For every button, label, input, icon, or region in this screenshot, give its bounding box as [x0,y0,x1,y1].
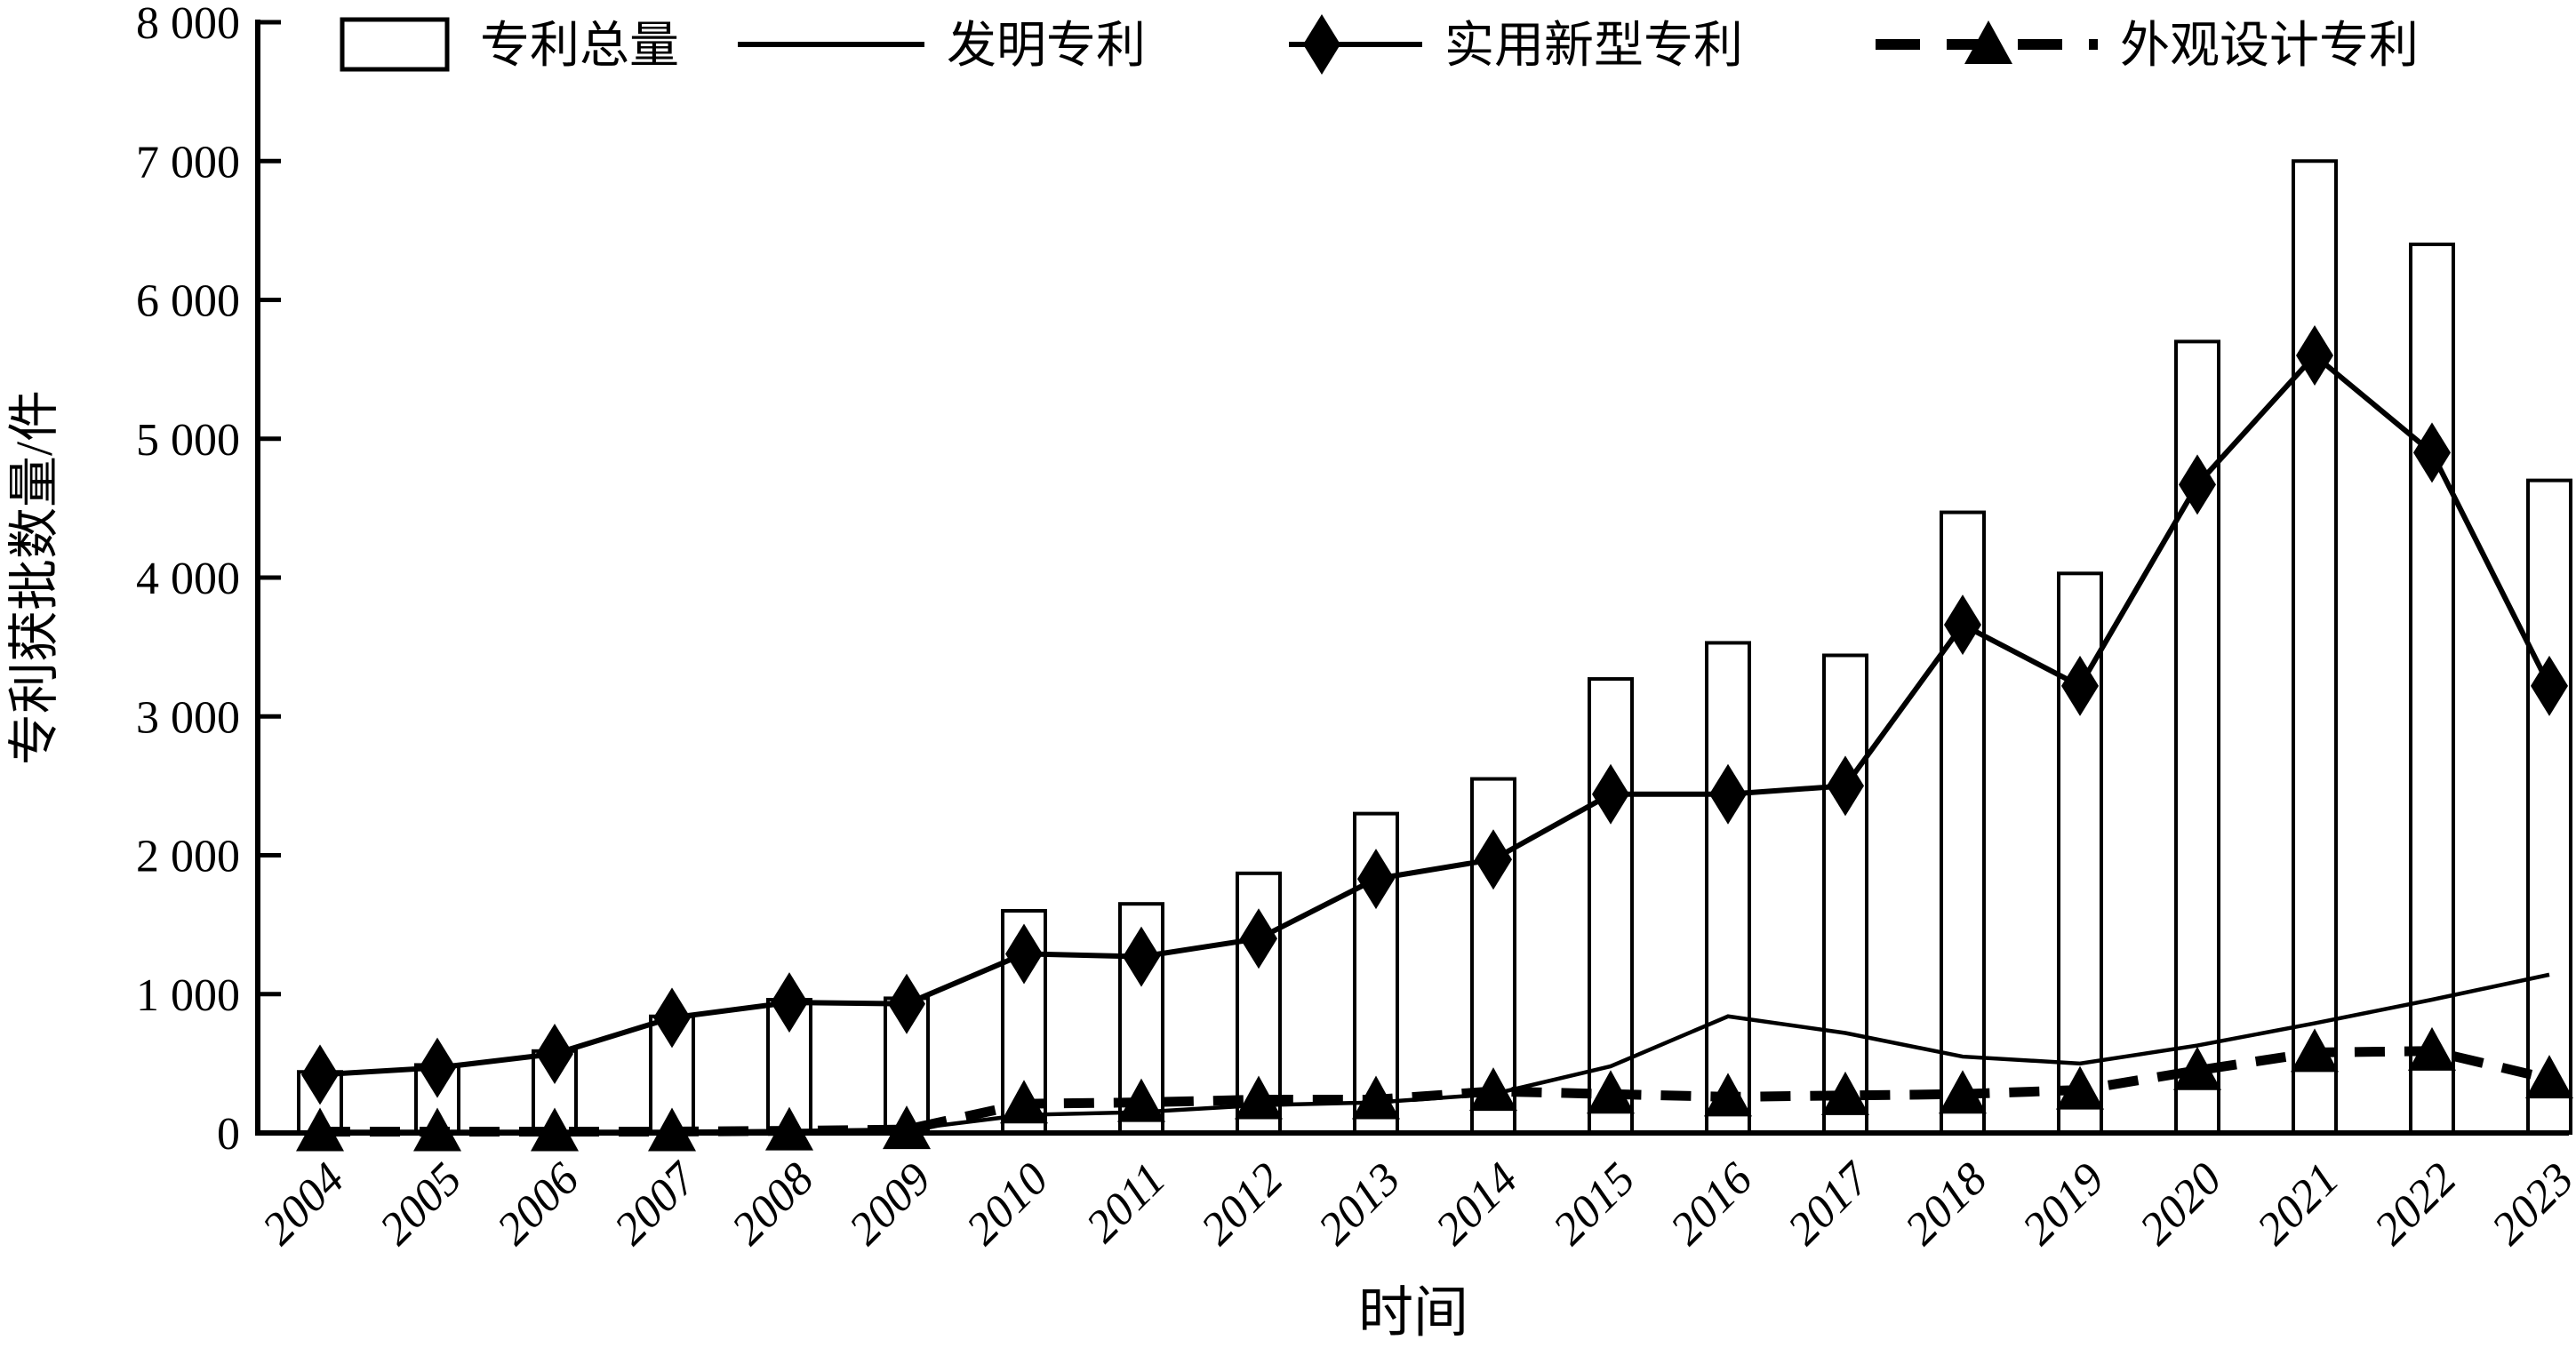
diamond-marker-2010 [1005,923,1043,985]
legend-swatch-design-triangle [1964,20,2012,64]
y-tick-label-6000: 6 000 [136,276,240,327]
diamond-marker-2011 [1123,926,1160,987]
triangle-marker-2021 [2291,1028,2339,1073]
bar-2017 [1822,653,1868,1135]
triangle-marker-2019 [2056,1065,2104,1110]
legend-swatch-utility-diamond [1303,14,1340,75]
triangle-marker-2020 [2173,1046,2221,1090]
bar-2022 [2409,243,2455,1135]
diamond-marker-2007 [653,987,691,1049]
legend-label-design: 外观设计专利 [2120,19,2419,74]
legend-swatch-total-bar [340,17,450,72]
triangle-marker-2014 [1469,1067,1517,1112]
y-tick-label-0: 0 [217,1109,240,1160]
chart-legend: 专利总量 发明专利 实用新型专利 外观设计专利 [340,14,2419,75]
legend-label-total: 专利总量 [480,19,679,74]
y-tick-label-7000: 7 000 [136,137,240,187]
triangle-marker-2010 [1000,1080,1048,1124]
triangle-marker-2017 [1821,1071,1869,1115]
triangle-marker-2004 [296,1107,344,1152]
diamond-marker-2014 [1475,829,1512,890]
triangle-marker-2013 [1352,1075,1400,1120]
diamond-marker-2023 [2531,655,2568,716]
triangle-marker-2016 [1704,1073,1752,1117]
diamond-marker-2020 [2179,454,2216,515]
y-axis-title: 专利获批数量/件 [5,390,63,765]
triangle-marker-2023 [2525,1055,2573,1099]
diamond-marker-2019 [2061,655,2099,716]
diamond-marker-2012 [1240,908,1277,969]
series-markers [296,325,2573,1152]
bar-2016 [1705,641,1751,1135]
y-axis-ticks: 0 1 000 2 000 3 000 4 000 5 000 6 000 7 000 8 00… [136,0,281,1160]
triangle-marker-2005 [413,1107,461,1152]
y-tick-label-3000: 3 000 [136,692,240,743]
diamond-marker-2015 [1592,763,1629,825]
diamond-marker-2005 [419,1037,456,1098]
triangle-marker-2008 [765,1106,813,1151]
diamond-marker-2013 [1357,849,1395,910]
diamond-marker-2016 [1709,763,1747,825]
triangle-marker-2011 [1117,1078,1165,1122]
triangle-marker-2018 [1939,1070,1987,1114]
diamond-marker-2008 [771,972,808,1033]
diamond-marker-2004 [301,1044,339,1105]
legend-label-invention: 发明专利 [947,19,1146,74]
triangle-marker-2006 [531,1107,579,1152]
diamond-marker-2022 [2413,422,2451,483]
diamond-marker-2006 [536,1023,573,1084]
bar-2023 [2526,478,2572,1135]
axis-lines [255,20,2569,1136]
legend-label-utility-model: 实用新型专利 [1444,19,1743,74]
triangle-marker-2007 [648,1107,696,1152]
utility-model-patents-line [319,351,2552,1078]
y-tick-label-2000: 2 000 [136,832,240,882]
bar-2021 [2292,159,2338,1135]
y-tick-label-4000: 4 000 [136,554,240,604]
y-tick-label-5000: 5 000 [136,415,240,466]
axes [255,20,2569,1136]
triangle-marker-2015 [1587,1070,1635,1114]
diamond-marker-2009 [888,973,925,1034]
x-axis-title: 时间 [1358,1283,1468,1344]
bar-2015 [1588,677,1634,1135]
diamond-marker-2017 [1827,755,1864,817]
diamond-marker-2021 [2296,325,2333,386]
y-tick-label-1000: 1 000 [136,970,240,1021]
triangle-marker-2009 [883,1105,931,1150]
triangle-marker-2012 [1235,1075,1283,1120]
triangle-marker-2022 [2408,1026,2456,1071]
y-tick-label-8000: 8 000 [136,0,240,49]
diamond-marker-2018 [1944,594,1981,656]
